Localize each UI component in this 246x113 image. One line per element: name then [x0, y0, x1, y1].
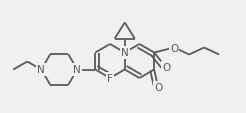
- Text: N: N: [121, 48, 129, 58]
- Text: F: F: [107, 73, 113, 83]
- Text: O: O: [154, 83, 162, 93]
- Text: O: O: [170, 43, 178, 53]
- Text: O: O: [162, 63, 170, 73]
- Text: N: N: [73, 65, 81, 75]
- Text: N: N: [37, 65, 45, 75]
